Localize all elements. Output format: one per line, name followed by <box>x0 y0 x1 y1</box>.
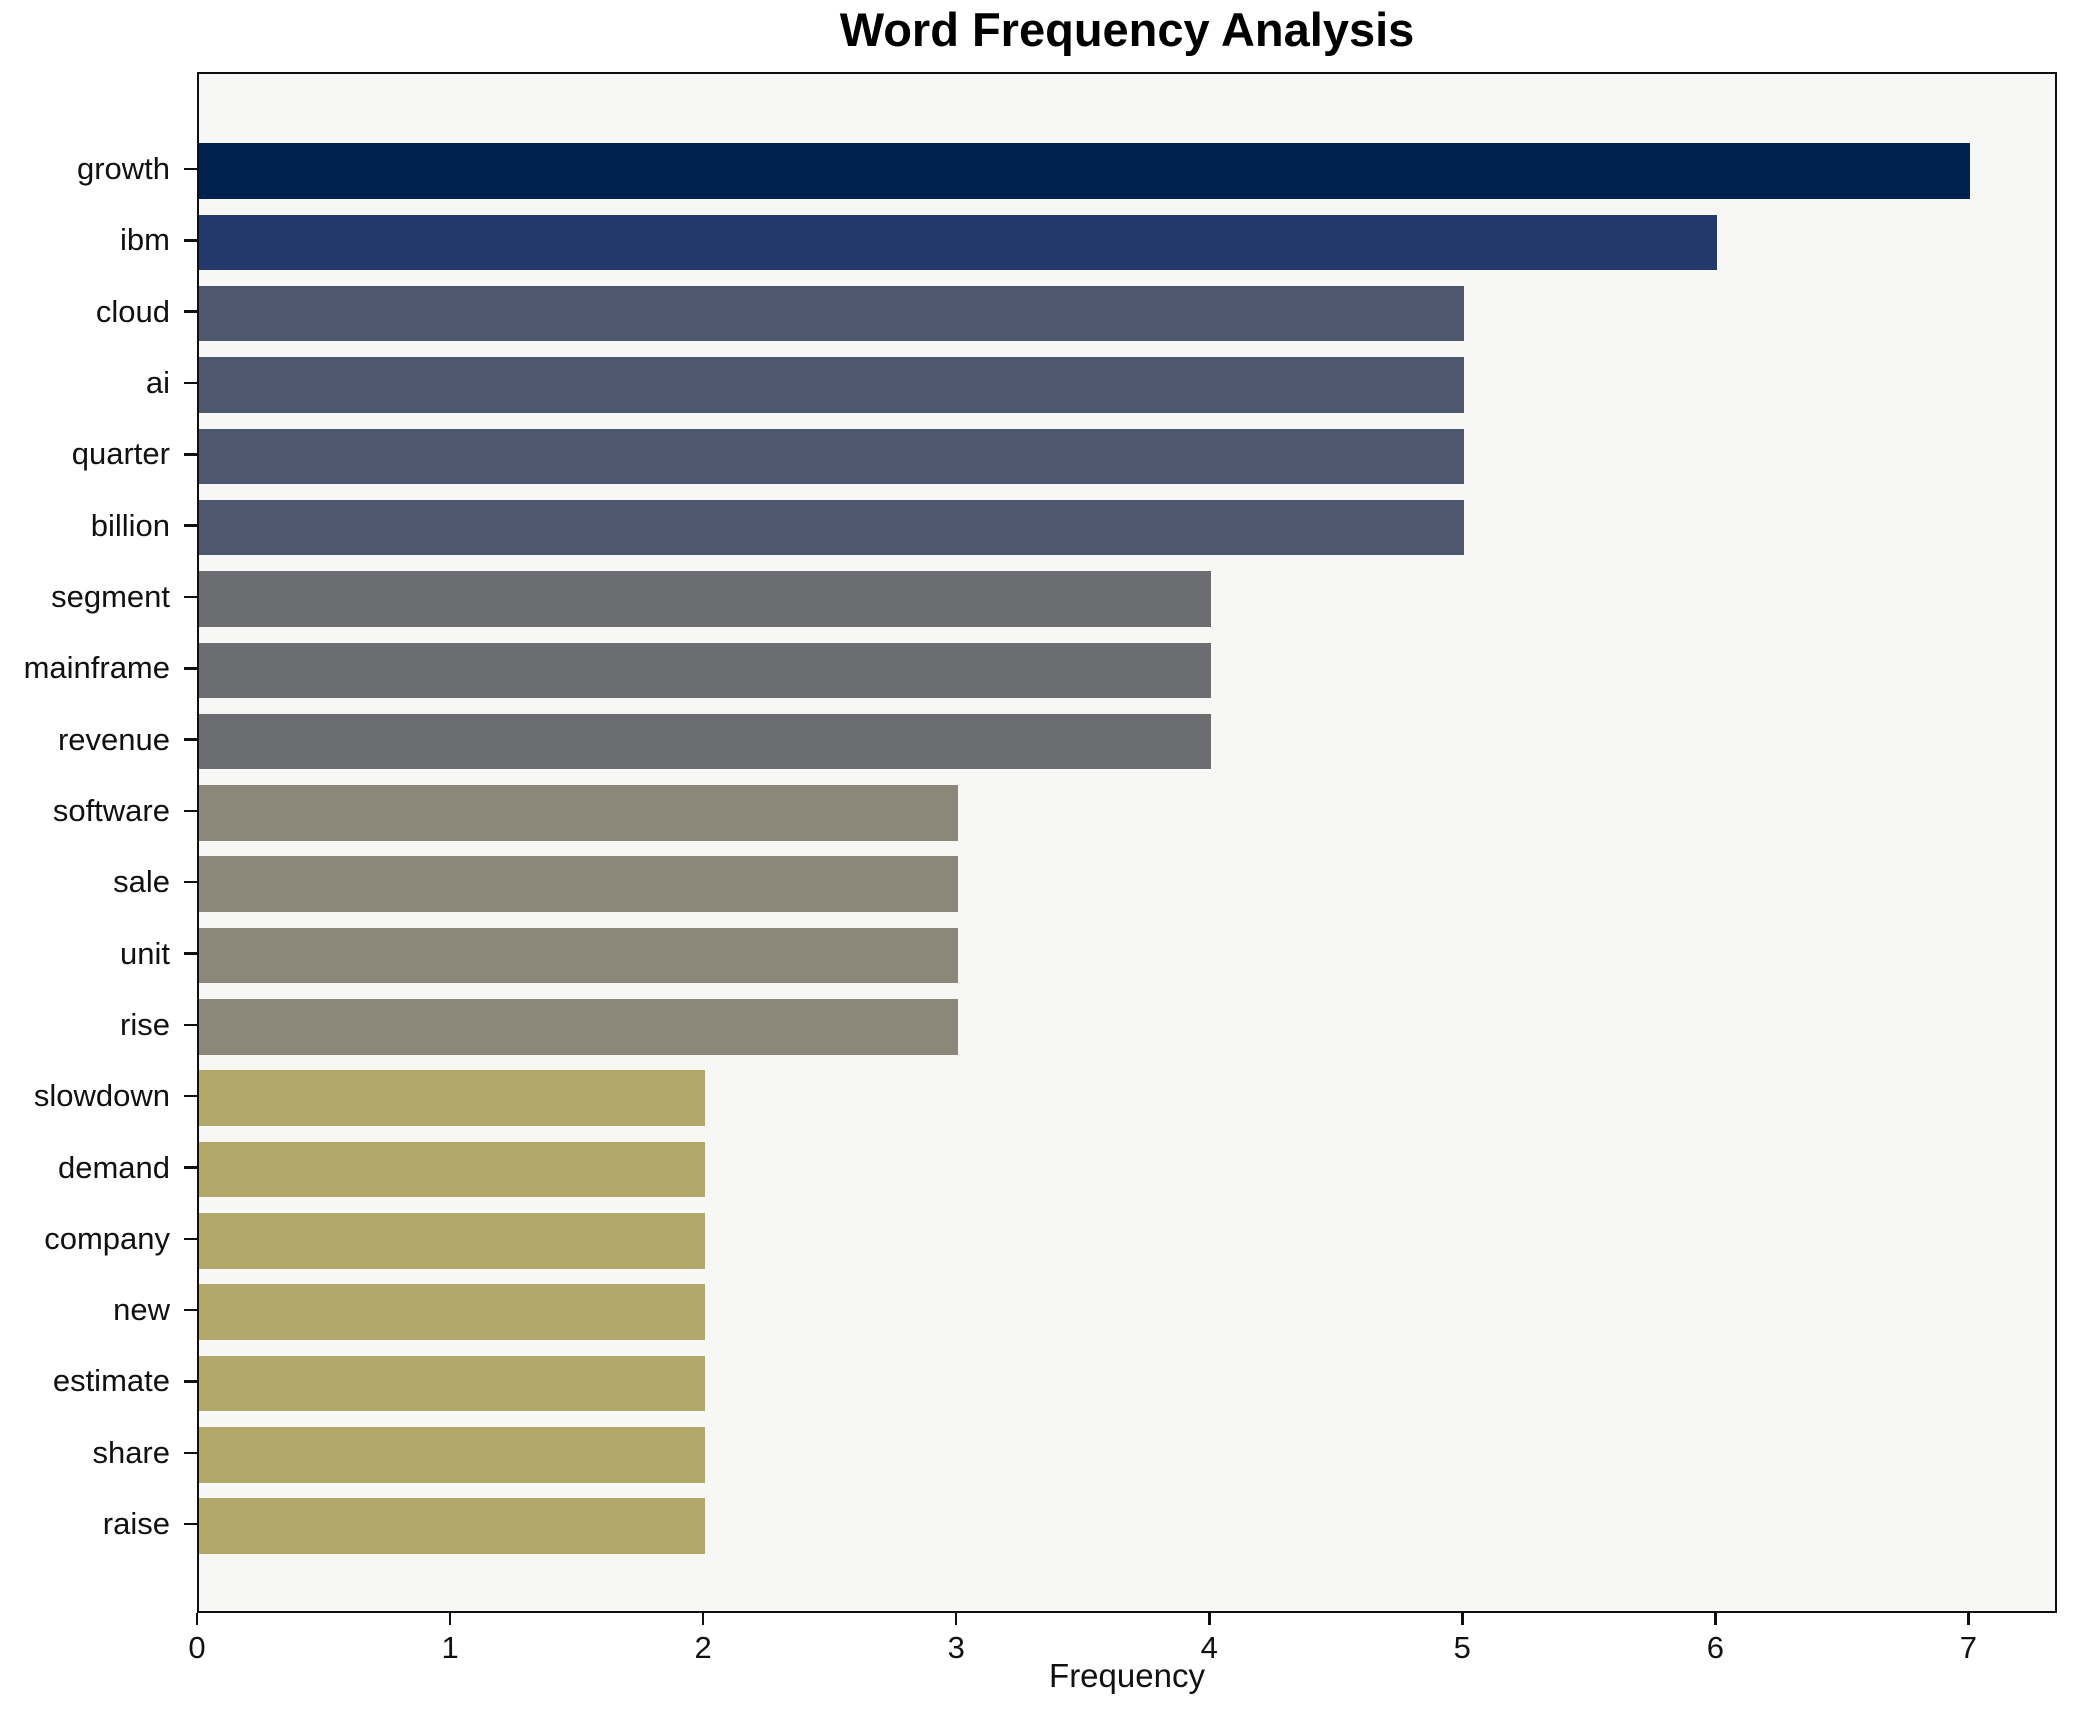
y-tick-rise <box>184 1023 197 1027</box>
y-label-billion: billion <box>90 507 170 543</box>
y-label-mainframe: mainframe <box>23 650 170 686</box>
bar-segment <box>199 571 1212 627</box>
y-label-rise: rise <box>120 1006 170 1042</box>
x-tick-2 <box>701 1613 705 1625</box>
y-tick-demand <box>184 1166 197 1169</box>
y-tick-growth <box>184 167 197 171</box>
y-label-segment: segment <box>51 578 170 614</box>
bar-ibm <box>199 214 1718 271</box>
y-tick-share <box>184 1451 197 1454</box>
x-tick-label-1: 1 <box>441 1630 459 1665</box>
y-tick-ai <box>184 381 197 385</box>
bar-quarter <box>199 428 1465 484</box>
bar-revenue <box>199 713 1212 770</box>
bar-slowdown <box>199 1070 706 1126</box>
x-tick-5 <box>1461 1613 1464 1625</box>
y-tick-quarter <box>184 453 197 456</box>
x-tick-3 <box>954 1613 958 1625</box>
chart-title: Word Frequency Analysis <box>839 3 1415 56</box>
bar-estimate <box>199 1355 706 1412</box>
bar-billion <box>199 499 1465 556</box>
bar-company <box>199 1213 706 1269</box>
x-tick-6 <box>1714 1613 1717 1625</box>
y-tick-slowdown <box>184 1094 197 1098</box>
y-label-company: company <box>44 1220 170 1256</box>
y-label-software: software <box>52 792 170 828</box>
bar-raise <box>199 1498 706 1554</box>
bar-sale <box>199 856 959 912</box>
x-tick-label-7: 7 <box>1959 1630 1978 1665</box>
bar-demand <box>199 1141 706 1198</box>
x-tick-1 <box>448 1613 452 1625</box>
x-tick-label-2: 2 <box>694 1630 712 1665</box>
y-tick-mainframe <box>184 667 197 670</box>
y-label-ai: ai <box>145 365 170 400</box>
plot-area <box>197 72 2057 1613</box>
x-tick-7 <box>1967 1613 1970 1625</box>
x-tick-label-4: 4 <box>1200 1630 1218 1665</box>
y-label-ibm: ibm <box>120 222 170 258</box>
y-label-slowdown: slowdown <box>33 1078 170 1114</box>
bar-growth <box>199 143 1971 199</box>
bar-ai <box>199 357 1465 413</box>
y-tick-segment <box>184 595 197 599</box>
x-tick-4 <box>1208 1613 1211 1625</box>
bar-cloud <box>199 285 1465 342</box>
y-label-demand: demand <box>57 1149 170 1185</box>
y-label-unit: unit <box>120 935 170 971</box>
x-tick-label-6: 6 <box>1706 1630 1725 1665</box>
x-tick-0 <box>195 1613 199 1625</box>
y-label-sale: sale <box>113 864 170 900</box>
y-label-quarter: quarter <box>71 436 170 472</box>
y-label-estimate: estimate <box>52 1363 170 1399</box>
bar-software <box>199 785 959 841</box>
y-tick-estimate <box>184 1380 197 1383</box>
y-tick-cloud <box>184 310 197 313</box>
y-tick-new <box>184 1308 197 1312</box>
y-label-raise: raise <box>102 1506 170 1542</box>
x-tick-label-0: 0 <box>188 1630 206 1665</box>
x-tick-label-3: 3 <box>947 1630 965 1665</box>
bar-unit <box>199 927 959 984</box>
x-axis-label: Frequency <box>1049 1657 1205 1694</box>
bar-new <box>199 1284 706 1340</box>
y-label-revenue: revenue <box>57 721 170 757</box>
y-tick-revenue <box>184 738 197 741</box>
bar-mainframe <box>199 642 1212 698</box>
y-tick-ibm <box>184 239 197 242</box>
y-tick-software <box>184 809 197 813</box>
bar-rise <box>199 999 959 1055</box>
y-tick-raise <box>184 1522 197 1526</box>
y-tick-sale <box>184 880 197 884</box>
x-tick-label-5: 5 <box>1453 1630 1471 1665</box>
y-label-share: share <box>92 1434 170 1470</box>
y-label-new: new <box>113 1292 170 1328</box>
y-tick-unit <box>184 952 197 955</box>
y-tick-company <box>184 1237 197 1240</box>
bar-share <box>199 1427 706 1483</box>
y-label-growth: growth <box>76 151 170 186</box>
y-label-cloud: cloud <box>95 293 170 329</box>
y-tick-billion <box>184 524 197 527</box>
